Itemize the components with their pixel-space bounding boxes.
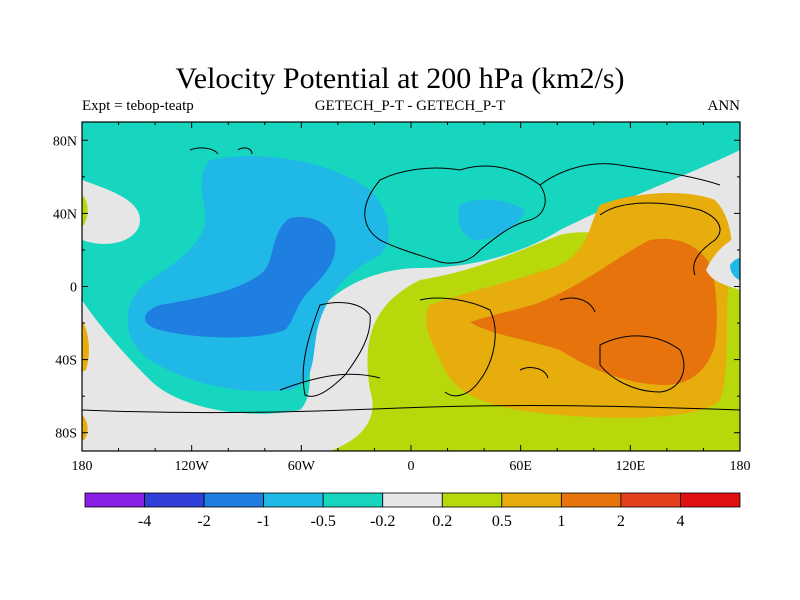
colorbar-swatch — [620, 492, 681, 508]
colorbar-label: -0.2 — [370, 513, 395, 530]
y-tick-label: 80S — [55, 427, 77, 442]
colorbar-label: 0.2 — [432, 513, 452, 530]
x-tick-label: 180 — [730, 459, 751, 474]
colorbar-label: -2 — [197, 513, 210, 530]
colorbar-label: 4 — [676, 513, 684, 530]
colorbar-swatch — [560, 492, 622, 508]
contour-level-right-edge — [706, 235, 740, 290]
chart-title: Velocity Potential at 200 hPa (km2/s) — [175, 62, 625, 95]
x-tick-label: 60W — [288, 459, 316, 474]
contour-level-left-edge-pos — [82, 320, 89, 440]
colorbar-swatch — [680, 492, 741, 508]
x-tick-label: 120W — [175, 459, 210, 474]
contour-level-1-2 — [470, 238, 717, 385]
y-tick-label: 40N — [53, 207, 77, 222]
colorbar-label: -0.5 — [311, 513, 336, 530]
coastlines — [82, 147, 740, 414]
contour-level-2-1-neg — [145, 216, 336, 338]
colorbar-label: 2 — [617, 513, 625, 530]
x-axis: 180 120W 60W 0 60E 120E 180 — [72, 122, 751, 474]
contour-fill — [82, 122, 740, 451]
colorbar-swatch — [501, 492, 562, 508]
y-tick-label: 0 — [70, 281, 77, 296]
colorbar-swatch — [203, 492, 265, 508]
colorbar-swatch — [322, 492, 384, 508]
x-tick-label: 0 — [408, 459, 415, 474]
colorbar-label: 1 — [557, 513, 565, 530]
colorbar-label: -4 — [138, 513, 151, 530]
colorbar-swatch — [382, 492, 443, 508]
y-tick-label: 40S — [55, 354, 77, 369]
x-tick-label: 180 — [72, 459, 93, 474]
x-tick-label: 120E — [616, 459, 646, 474]
left-subtitle: Expt = tebop-teatp — [82, 98, 194, 114]
colorbar-swatch — [263, 492, 324, 508]
colorbar-swatch — [84, 492, 145, 508]
contour-level-left-edge-neg — [82, 195, 88, 226]
x-tick-label: 60E — [509, 459, 532, 474]
colorbar-label: -1 — [257, 513, 270, 530]
colorbar-swatch — [144, 492, 205, 508]
y-axis: 80N 40N 0 40S 80S — [53, 134, 740, 442]
center-subtitle: GETECH_P-T - GETECH_P-T — [314, 98, 506, 114]
colorbar-label: 0.5 — [492, 513, 512, 530]
colorbar-swatch — [441, 492, 503, 508]
colorbar: -4 -2 -1 -0.5 -0.2 0.2 0.5 1 2 4 — [84, 492, 741, 530]
contour-level-right-edge-neg — [730, 258, 740, 280]
right-subtitle: ANN — [707, 98, 741, 114]
y-tick-label: 80N — [53, 134, 77, 149]
